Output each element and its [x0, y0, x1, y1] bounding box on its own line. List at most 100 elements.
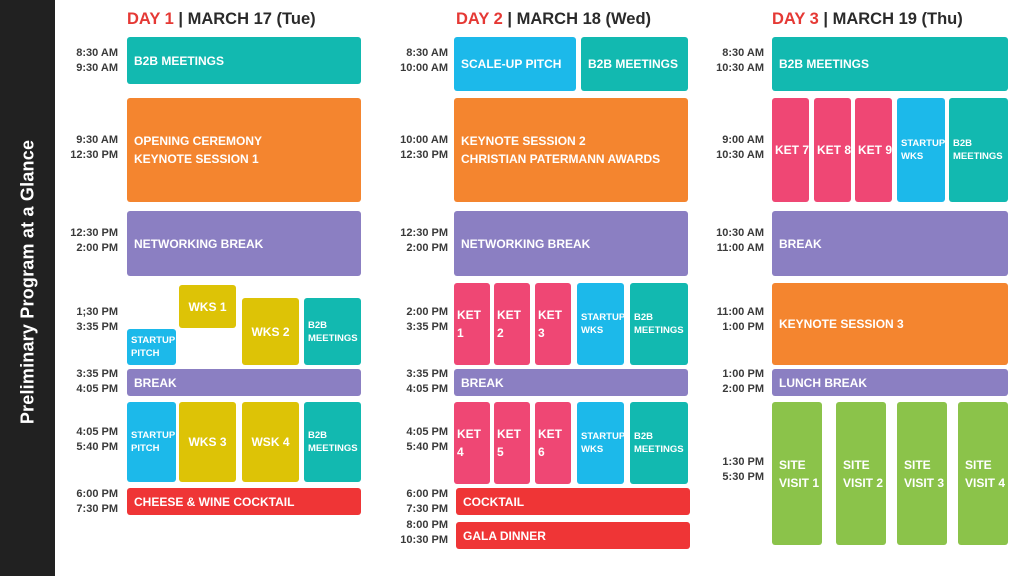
day1-time-slot: 4:05 PM 5:40 PM	[76, 425, 118, 455]
day-1-label: DAY 1	[127, 10, 174, 28]
b2b-meetings-block[interactable]: B2B MEETINGS	[630, 402, 688, 484]
block-label: WKS	[901, 151, 924, 162]
ket-1-block[interactable]: KET 1	[454, 283, 490, 365]
block-label: KET 2	[497, 308, 521, 340]
cocktail-block[interactable]: COCKTAIL	[456, 488, 690, 515]
time-end: 7:30 PM	[406, 503, 448, 515]
day3-time-slot: 9:00 AM 10:30 AM	[716, 133, 764, 163]
site-visit-4-block[interactable]: SITE VISIT 4	[958, 402, 1008, 545]
b2b-meetings-block[interactable]: B2B MEETINGS	[581, 37, 688, 91]
cheese-wine-cocktail-block[interactable]: CHEESE & WINE COCKTAIL	[127, 488, 361, 515]
day3-time-slot: 8:30 AM 10:30 AM	[716, 46, 764, 76]
startup-wks-block[interactable]: STARTUP WKS	[577, 402, 625, 484]
time-end: 3:35 PM	[406, 321, 448, 333]
b2b-meetings-block[interactable]: B2B MEETINGS	[949, 98, 1008, 202]
day-3-label: DAY 3	[772, 10, 819, 28]
time-start: 4:05 PM	[406, 426, 448, 438]
time-start: 11:00 AM	[716, 306, 764, 318]
block-label: B2B	[634, 312, 654, 323]
block-label: PITCH	[131, 348, 160, 359]
b2b-meetings-block[interactable]: B2B MEETINGS	[127, 37, 361, 84]
startup-pitch-block[interactable]: STARTUP PITCH	[127, 402, 176, 482]
time-end: 4:05 PM	[406, 383, 448, 395]
ket-3-block[interactable]: KET 3	[535, 283, 571, 365]
block-label: GALA DINNER	[463, 528, 546, 543]
time-end: 10:30 AM	[716, 62, 764, 74]
gala-dinner-block[interactable]: GALA DINNER	[456, 522, 690, 549]
opening-ceremony-block[interactable]: OPENING CEREMONY KEYNOTE SESSION 1	[127, 98, 361, 202]
time-start: 12:30 PM	[400, 227, 448, 239]
block-label: WKS 3	[188, 435, 227, 449]
time-start: 12:30 PM	[70, 227, 118, 239]
block-label: B2B	[308, 430, 328, 441]
site-visit-3-block[interactable]: SITE VISIT 3	[897, 402, 947, 545]
wks-1-block[interactable]: WKS 1	[179, 285, 236, 328]
startup-wks-block[interactable]: STARTUP WKS	[897, 98, 945, 202]
ket-4-block[interactable]: KET 4	[454, 402, 490, 484]
wks-2-block[interactable]: WKS 2	[242, 298, 299, 365]
day2-time-slot: 6:00 PM 7:30 PM	[406, 487, 448, 517]
block-label: NETWORKING BREAK	[134, 236, 264, 251]
keynote-session-2-block[interactable]: KEYNOTE SESSION 2 CHRISTIAN PATERMANN AW…	[454, 98, 688, 202]
day3-time-slot: 1:00 PM 2:00 PM	[722, 367, 764, 397]
time-start: 9:30 AM	[76, 134, 118, 146]
block-label: KET 7	[775, 143, 810, 157]
break-block[interactable]: BREAK	[454, 369, 688, 396]
block-label: WKS 1	[188, 299, 227, 314]
site-visit-2-block[interactable]: SITE VISIT 2	[836, 402, 886, 545]
block-label: BREAK	[461, 375, 504, 390]
time-start: 2:00 PM	[406, 306, 448, 318]
time-start: 4:05 PM	[76, 426, 118, 438]
day2-time-slot: 10:00 AM 12:30 PM	[400, 133, 448, 163]
scale-up-pitch-block[interactable]: SCALE-UP PITCH	[454, 37, 576, 91]
block-label: KEYNOTE SESSION 3	[779, 317, 904, 331]
block-label: SITE	[904, 457, 931, 472]
b2b-meetings-block[interactable]: B2B MEETINGS	[772, 37, 1008, 91]
time-end: 10:30 AM	[716, 149, 764, 161]
day-1-date: | MARCH 17 (Tue)	[173, 10, 316, 28]
block-label: SITE	[965, 457, 992, 472]
keynote-session-3-block[interactable]: KEYNOTE SESSION 3	[772, 283, 1008, 365]
block-label: WSK 4	[251, 435, 290, 449]
block-label: SITE	[843, 457, 870, 472]
b2b-meetings-block[interactable]: B2B MEETINGS	[630, 283, 688, 365]
day-2-label: DAY 2	[456, 10, 503, 28]
ket-6-block[interactable]: KET 6	[535, 402, 571, 484]
networking-break-block[interactable]: NETWORKING BREAK	[454, 211, 688, 276]
time-end: 10:00 AM	[400, 62, 448, 74]
block-label: B2B MEETINGS	[134, 53, 225, 68]
block-label: SCALE-UP PITCH	[461, 57, 562, 71]
block-label: NETWORKING BREAK	[461, 236, 591, 251]
time-start: 8:30 AM	[76, 47, 118, 59]
ket-2-block[interactable]: KET 2	[494, 283, 530, 365]
block-label: KET 5	[497, 427, 521, 459]
break-block[interactable]: BREAK	[127, 369, 361, 396]
ket-5-block[interactable]: KET 5	[494, 402, 530, 484]
wks-3-block[interactable]: WKS 3	[179, 402, 236, 482]
block-label: B2B MEETINGS	[779, 57, 870, 71]
time-start: 1;30 PM	[76, 306, 118, 318]
lunch-break-block[interactable]: LUNCH BREAK	[772, 369, 1008, 396]
block-label: VISIT 2	[843, 475, 884, 490]
break-block[interactable]: BREAK	[772, 211, 1008, 276]
time-start: 6:00 PM	[406, 488, 448, 500]
startup-pitch-block[interactable]: STARTUP PITCH	[127, 329, 176, 365]
block-label: VISIT 1	[779, 475, 820, 490]
networking-break-block[interactable]: NETWORKING BREAK	[127, 211, 361, 276]
ket-8-block[interactable]: KET 8	[814, 98, 851, 202]
block-label: B2B	[308, 319, 328, 331]
wsk-4-block[interactable]: WSK 4	[242, 402, 299, 482]
time-end: 12:30 PM	[400, 149, 448, 161]
ket-9-block[interactable]: KET 9	[855, 98, 892, 202]
day-1-header: DAY 1 | MARCH 17 (Tue)	[127, 10, 316, 29]
ket-7-block[interactable]: KET 7	[772, 98, 809, 202]
block-label: CHRISTIAN PATERMANN AWARDS	[461, 152, 661, 166]
block-label: B2B	[634, 431, 654, 442]
time-start: 8:30 AM	[406, 47, 448, 59]
site-visit-1-block[interactable]: SITE VISIT 1	[772, 402, 822, 545]
startup-wks-block[interactable]: STARTUP WKS	[577, 283, 625, 365]
b2b-meetings-block[interactable]: B2B MEETINGS	[304, 298, 361, 365]
time-end: 3:35 PM	[76, 321, 118, 333]
time-end: 2:00 PM	[76, 242, 118, 254]
b2b-meetings-block[interactable]: B2B MEETINGS	[304, 402, 361, 482]
